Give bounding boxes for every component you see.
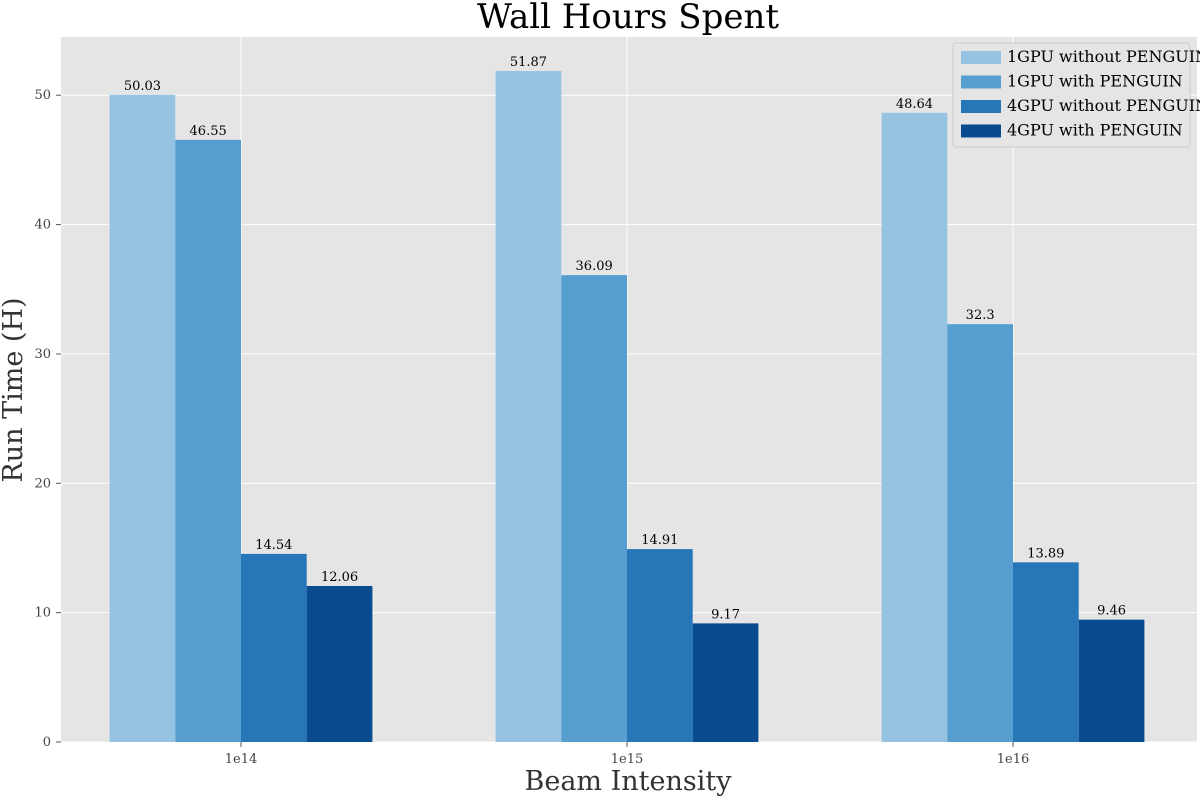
y-tick-label: 30 xyxy=(34,347,51,362)
bar xyxy=(881,112,948,743)
bar xyxy=(495,71,562,742)
y-tick-label: 0 xyxy=(43,735,51,750)
bar-value-label: 48.64 xyxy=(896,97,933,112)
bar-value-label: 9.46 xyxy=(1097,604,1126,619)
bar xyxy=(692,623,759,742)
chart-title: Wall Hours Spent xyxy=(477,0,779,37)
bar-value-label: 51.87 xyxy=(510,55,547,70)
x-axis-ticks: 1e14 1e15 1e16 xyxy=(225,742,1030,767)
legend-label: 4GPU with PENGUIN xyxy=(1007,121,1183,140)
x-tick-label: 1e14 xyxy=(225,752,258,767)
x-axis-label: Beam Intensity xyxy=(525,766,733,797)
bar xyxy=(241,553,307,742)
bar xyxy=(175,139,241,742)
legend-swatch xyxy=(961,51,1001,64)
y-tick-label: 20 xyxy=(34,476,51,491)
legend-swatch xyxy=(961,75,1001,89)
bar-value-label: 14.91 xyxy=(641,533,678,548)
y-tick-label: 10 xyxy=(34,606,51,621)
legend-label: 4GPU without PENGUIN xyxy=(1007,96,1200,115)
value-labels-group: 50.03 51.87 48.64 46.55 36.09 32.3 14.54 14.91 1… xyxy=(124,55,1126,622)
y-tick-label: 50 xyxy=(34,88,51,103)
bar-value-label: 12.06 xyxy=(321,570,358,585)
bar xyxy=(1078,619,1145,742)
legend: 1GPU without PENGUIN 1GPU with PENGUIN 4GP… xyxy=(952,42,1200,148)
bar-value-label: 36.09 xyxy=(576,259,613,274)
bar-value-label: 13.89 xyxy=(1027,546,1064,561)
y-axis-label: Run Time (H) xyxy=(0,297,29,482)
y-axis-ticks: 0 10 20 30 40 50 xyxy=(34,88,61,750)
bar-value-label: 9.17 xyxy=(711,607,740,622)
bar xyxy=(627,549,693,742)
bar-value-label: 32.3 xyxy=(966,308,995,323)
y-tick-label: 40 xyxy=(34,218,51,233)
bar xyxy=(306,585,373,742)
bar xyxy=(947,324,1013,742)
bar-value-label: 14.54 xyxy=(255,538,292,553)
bars-group xyxy=(109,71,1145,743)
legend-label: 1GPU with PENGUIN xyxy=(1007,72,1183,91)
x-tick-label: 1e16 xyxy=(997,752,1030,767)
bar xyxy=(109,94,176,742)
bar-value-label: 50.03 xyxy=(124,79,161,94)
x-tick-label: 1e15 xyxy=(611,752,644,767)
legend-box xyxy=(952,42,1191,148)
legend-swatch xyxy=(961,124,1001,138)
bar xyxy=(561,275,627,742)
bar-value-label: 46.55 xyxy=(190,124,227,139)
legend-label: 1GPU without PENGUIN xyxy=(1007,47,1200,66)
legend-swatch xyxy=(961,100,1001,113)
bar xyxy=(1013,562,1079,742)
